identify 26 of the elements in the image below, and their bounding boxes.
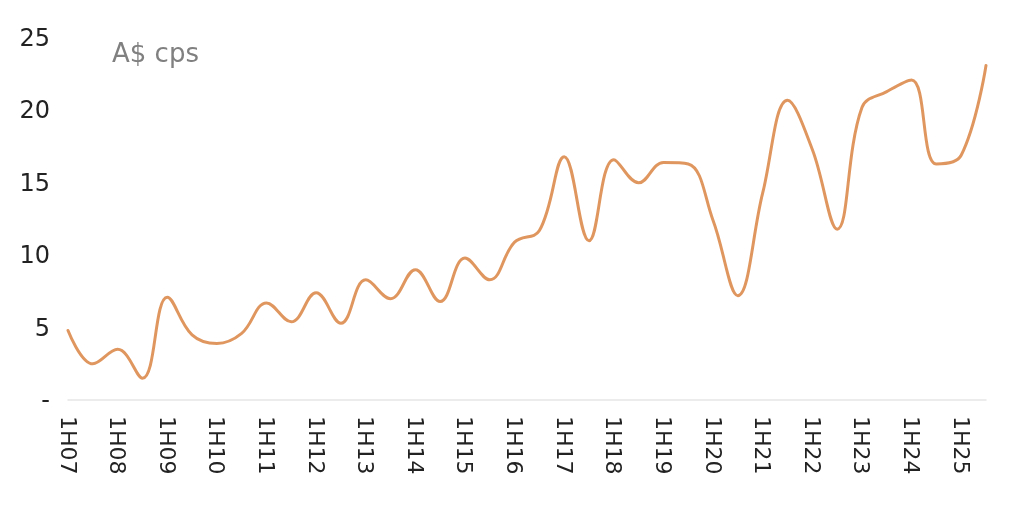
y-tick-label: 25 [19, 24, 50, 52]
y-tick-label: 20 [19, 96, 50, 125]
x-tick-label: 1H23 [849, 416, 875, 475]
x-tick-label: 1H07 [55, 416, 81, 475]
x-tick-label: 1H18 [601, 416, 627, 475]
x-tick-label: 1H15 [452, 416, 478, 475]
x-tick-label: 1H24 [899, 416, 925, 475]
x-tick-label: 1H16 [502, 416, 528, 475]
y-axis-title: A$ cps [112, 38, 199, 68]
x-tick-label: 1H14 [402, 416, 428, 475]
y-tick-label: 10 [19, 241, 50, 270]
y-tick-label: 15 [19, 168, 50, 197]
y-tick-label: - [41, 386, 50, 414]
x-tick-label: 1H12 [303, 416, 329, 475]
x-tick-label: 1H13 [353, 416, 379, 475]
x-tick-label: 1H17 [551, 416, 577, 475]
x-tick-label: 1H09 [154, 416, 180, 475]
y-tick-label: 5 [34, 313, 50, 342]
x-tick-label: 1H19 [650, 416, 676, 475]
x-tick-label: 1H21 [750, 416, 776, 475]
x-tick-label: 1H08 [105, 416, 131, 475]
x-tick-label: 1H20 [700, 416, 726, 475]
x-tick-label: 1H25 [948, 416, 974, 475]
x-tick-label: 1H11 [253, 416, 279, 475]
x-tick-label: 1H22 [799, 416, 825, 475]
x-tick-label: 1H10 [204, 416, 230, 475]
